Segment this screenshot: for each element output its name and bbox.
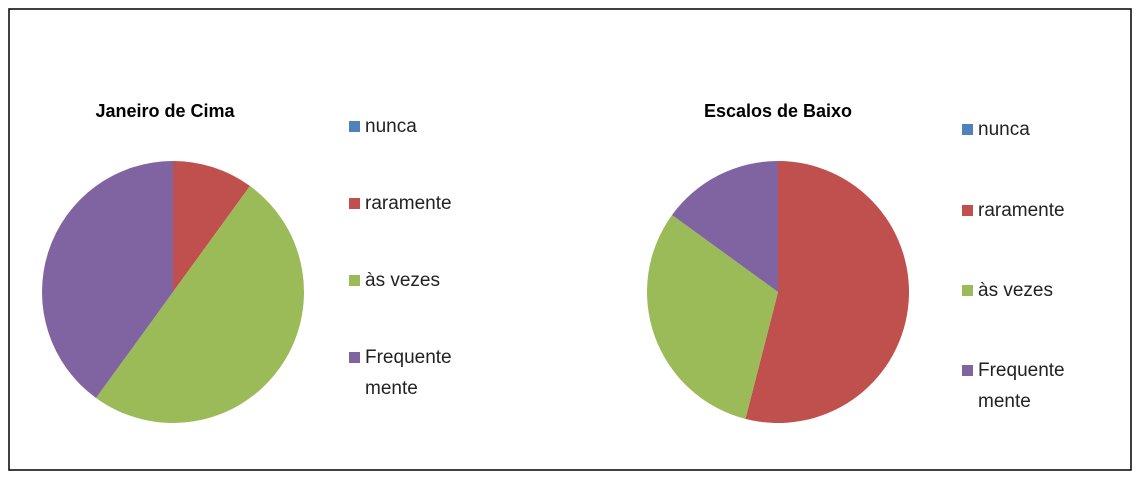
pie-slice <box>672 161 778 292</box>
legend-label-box: Frequente mente <box>365 347 452 399</box>
legend-label: raramente <box>978 200 1065 221</box>
pie-slice <box>41 161 174 398</box>
legend-swatch <box>349 121 360 132</box>
chart-title: Janeiro de Cima <box>95 101 235 121</box>
legend-label-box: raramente <box>365 193 452 214</box>
legend-swatch <box>349 198 360 209</box>
legend-swatch <box>962 205 973 216</box>
legend-label: às vezes <box>978 280 1053 301</box>
legend-label-box: nunca <box>978 119 1030 140</box>
legend-swatch <box>349 352 360 363</box>
legend-label-box: às vezes <box>978 280 1053 301</box>
legend-swatch <box>962 124 973 135</box>
legend-label: Frequente mente <box>365 347 452 399</box>
legend-label-box: nunca <box>365 116 417 137</box>
pie-slice <box>745 161 909 423</box>
pie-slice <box>647 215 778 419</box>
legend-swatch <box>962 365 973 376</box>
legend-label: às vezes <box>365 270 440 291</box>
legend-label: nunca <box>365 116 417 137</box>
pie-slice <box>96 186 305 423</box>
legend-label-box: raramente <box>978 200 1065 221</box>
legend-label: raramente <box>365 193 452 214</box>
legend-swatch <box>962 285 973 296</box>
chart-title: Escalos de Baixo <box>704 101 852 121</box>
pie-slice <box>173 161 250 292</box>
legend-label-box: Frequente mente <box>978 360 1065 412</box>
legend-label: Frequente mente <box>978 360 1065 412</box>
legend-swatch <box>349 275 360 286</box>
legend-label: nunca <box>978 119 1030 140</box>
legend-label-box: às vezes <box>365 270 440 291</box>
